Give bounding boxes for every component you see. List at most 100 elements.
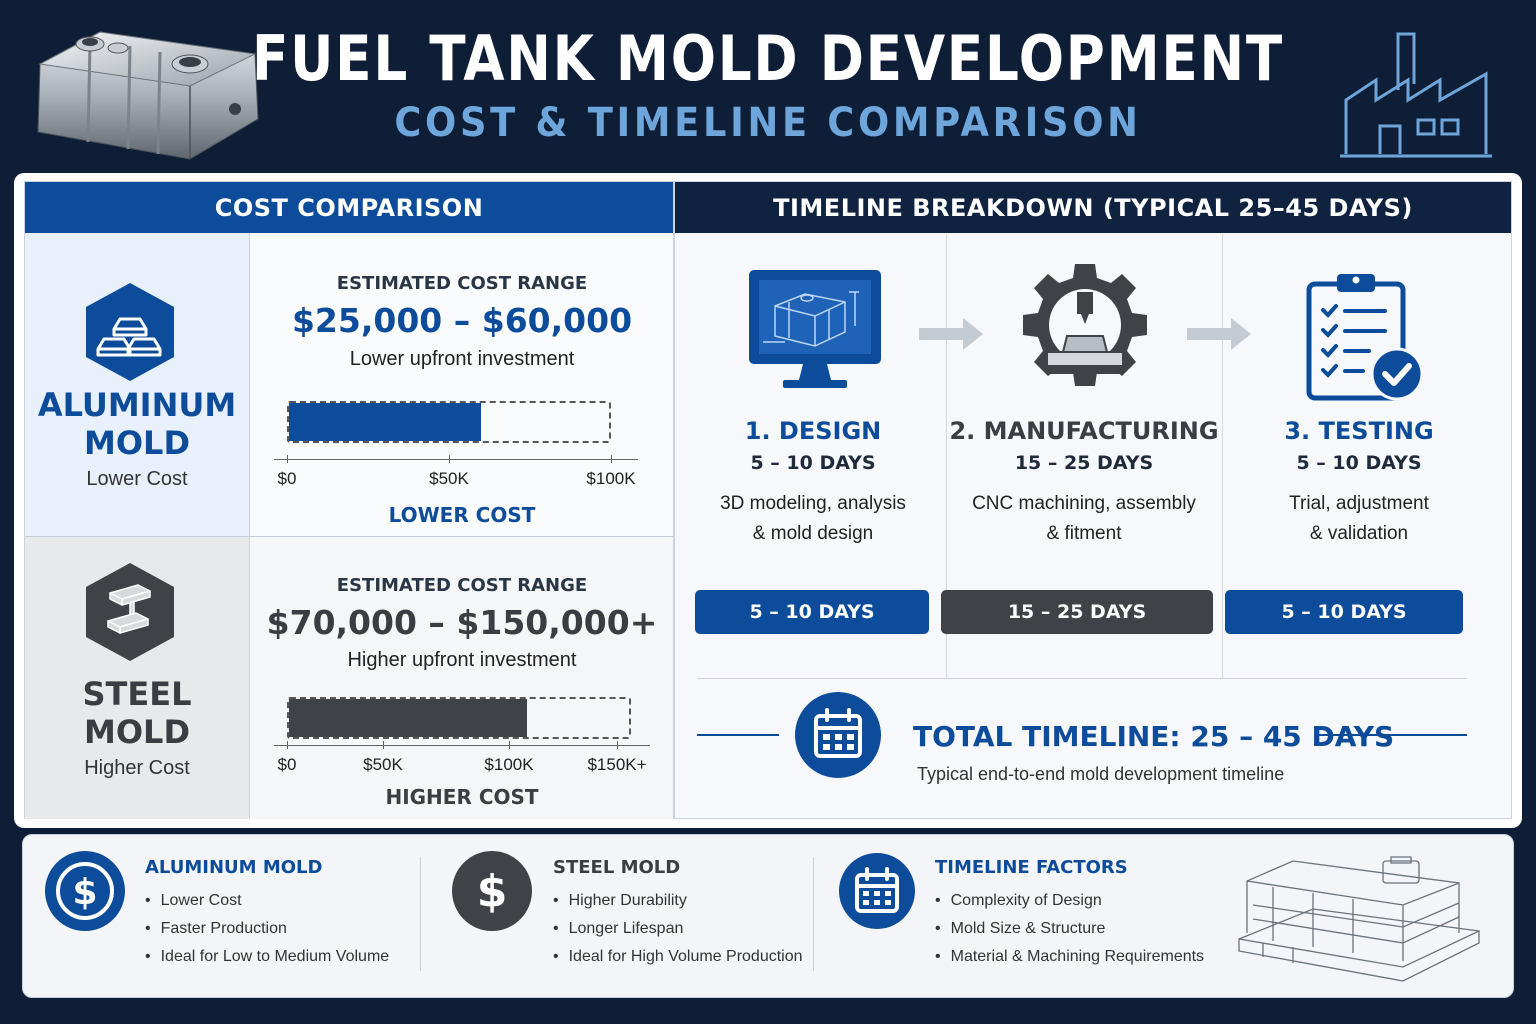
steel-tick <box>287 741 288 749</box>
dollar-icon: $ <box>477 866 508 917</box>
step-description: 3D modeling, analysis & mold design <box>681 489 945 549</box>
page-title: FUEL TANK MOLD DEVELOPMENT <box>252 22 1284 95</box>
steel-beam-icon <box>86 563 174 661</box>
steel-tag: Higher Cost <box>84 757 190 779</box>
summary-title: ALUMINUM MOLD <box>145 857 323 878</box>
steel-tick-label: $0 <box>277 755 297 774</box>
steel-tick <box>617 741 618 749</box>
list-item: Complexity of Design <box>935 887 1204 915</box>
timeline-heading: TIMELINE BREAKDOWN (TYPICAL 25–45 DAYS) <box>675 182 1511 233</box>
step-title: 2. MANUFACTURING <box>949 417 1219 445</box>
summary-aluminum: $ ALUMINUM MOLD Lower Cost Faster Produc… <box>23 835 423 999</box>
list-item: Ideal for High Volume Production <box>553 943 803 971</box>
steel-price-range: $70,000 – $150,000+ <box>266 603 658 642</box>
aluminum-price-range: $25,000 – $60,000 <box>291 301 633 340</box>
summary-title: STEEL MOLD <box>553 857 681 878</box>
manufacturing-duration-pill: 15 – 25 DAYS <box>941 590 1213 634</box>
total-calendar-badge <box>795 692 881 778</box>
list-item: Ideal for Low to Medium Volume <box>145 943 390 971</box>
aluminum-cost-detail: ESTIMATED COST RANGE $25,000 – $60,000 L… <box>249 233 673 537</box>
steel-range-label: ESTIMATED COST RANGE <box>336 575 588 596</box>
total-timeline-title: TOTAL TIMELINE: 25 – 45 DAYS <box>913 720 1395 753</box>
aluminum-axis <box>274 459 638 460</box>
aluminum-tick <box>611 455 612 463</box>
cost-comparison-section: COST COMPARISON ALUMINUM MOLD Lower Cost… <box>24 181 674 819</box>
list-item: Material & Machining Requirements <box>935 943 1204 971</box>
summary-steel: $ STEEL MOLD Higher Durability Longer Li… <box>428 835 818 999</box>
clipboard-check-icon <box>1306 274 1424 401</box>
header: FUEL TANK MOLD DEVELOPMENT COST & TIMELI… <box>0 0 1536 170</box>
aluminum-cost-bar-fill <box>289 403 481 441</box>
monitor-cad-icon <box>749 270 881 388</box>
aluminum-tick <box>449 455 450 463</box>
mold-sketch-image <box>1238 856 1480 982</box>
aluminum-tick-label: $50K <box>429 469 469 488</box>
summary-list: Higher Durability Longer Lifespan Ideal … <box>553 887 803 971</box>
factory-icon <box>1340 32 1492 158</box>
aluminum-name-line2: MOLD <box>84 424 190 462</box>
aluminum-tick <box>287 455 288 463</box>
design-duration-pill: 5 – 10 DAYS <box>695 590 929 634</box>
divider <box>1222 234 1223 679</box>
dollar-icon: $ <box>56 862 114 920</box>
aluminum-investment-note: Lower upfront investment <box>349 348 575 370</box>
aluminum-tag: Lower Cost <box>86 468 188 490</box>
cnc-gear-icon <box>1023 264 1147 386</box>
aluminum-tick-label: $0 <box>277 469 297 488</box>
steel-mold-card: STEEL MOLD Higher Cost <box>25 537 249 819</box>
aluminum-name-line1: ALUMINUM <box>37 386 237 424</box>
step-description: CNC machining, assembly & fitment <box>947 489 1221 549</box>
step-desc-line: Trial, adjustment <box>1289 493 1429 514</box>
aluminum-tick-label: $100K <box>586 469 636 488</box>
step-desc-line: CNC machining, assembly <box>972 493 1196 514</box>
timeline-step-manufacturing: 2. MANUFACTURING 15 – 25 DAYS CNC machin… <box>947 234 1221 679</box>
steel-bar-caption: HIGHER COST <box>385 785 539 809</box>
summary-timeline-factors: TIMELINE FACTORS Complexity of Design Mo… <box>823 835 1223 999</box>
aluminum-mold-card: ALUMINUM MOLD Lower Cost <box>25 233 249 537</box>
steel-investment-note: Higher upfront investment <box>347 649 577 671</box>
steel-tick-label: $100K <box>484 755 534 774</box>
summary-list: Lower Cost Faster Production Ideal for L… <box>145 887 390 971</box>
divider <box>946 234 947 679</box>
step-days: 5 – 10 DAYS <box>750 452 876 474</box>
steel-tick <box>509 741 510 749</box>
step-desc-line: 3D modeling, analysis <box>720 493 906 514</box>
dollar-badge: $ <box>452 851 532 931</box>
steel-cost-bar-fill <box>289 699 527 737</box>
divider <box>420 857 421 971</box>
list-item: Mold Size & Structure <box>935 915 1204 943</box>
summary-strip: $ ALUMINUM MOLD Lower Cost Faster Produc… <box>22 834 1514 998</box>
dollar-badge: $ <box>45 851 125 931</box>
svg-text:$: $ <box>72 872 97 913</box>
step-days: 15 – 25 DAYS <box>1014 452 1154 474</box>
step-desc-line: & validation <box>1309 523 1409 544</box>
fuel-tank-image <box>37 31 259 160</box>
total-line-right <box>1315 734 1467 736</box>
total-line-left <box>697 734 779 736</box>
total-timeline-subtitle: Typical end-to-end mold development time… <box>917 764 1285 784</box>
svg-text:$: $ <box>477 866 508 917</box>
steel-axis <box>274 745 650 746</box>
cost-comparison-heading: COST COMPARISON <box>25 182 673 233</box>
divider <box>813 857 814 971</box>
timeline-step-design: 1. DESIGN 5 – 10 DAYS 3D modeling, analy… <box>681 234 945 679</box>
aluminum-range-label: ESTIMATED COST RANGE <box>336 273 588 294</box>
timeline-section: TIMELINE BREAKDOWN (TYPICAL 25–45 DAYS) … <box>674 181 1512 819</box>
steel-name-line2: MOLD <box>84 713 190 751</box>
list-item: Lower Cost <box>145 887 389 915</box>
aluminum-bar-caption: LOWER COST <box>388 503 536 527</box>
steel-tick <box>383 741 384 749</box>
arrow-right-icon <box>1187 318 1251 350</box>
ingot-icon <box>86 283 174 381</box>
step-desc-line: & fitment <box>1046 523 1122 544</box>
summary-title: TIMELINE FACTORS <box>935 857 1128 878</box>
step-title: 1. DESIGN <box>744 417 882 445</box>
step-desc-line: & mold design <box>752 523 874 544</box>
steel-tick-label: $150K+ <box>587 755 647 774</box>
list-item: Longer Lifespan <box>553 915 803 943</box>
testing-duration-pill: 5 – 10 DAYS <box>1225 590 1463 634</box>
aluminum-cost-bar <box>287 401 611 443</box>
steel-cost-bar <box>287 697 631 739</box>
divider <box>697 678 1467 679</box>
page-subtitle: COST & TIMELINE COMPARISON <box>394 100 1142 146</box>
